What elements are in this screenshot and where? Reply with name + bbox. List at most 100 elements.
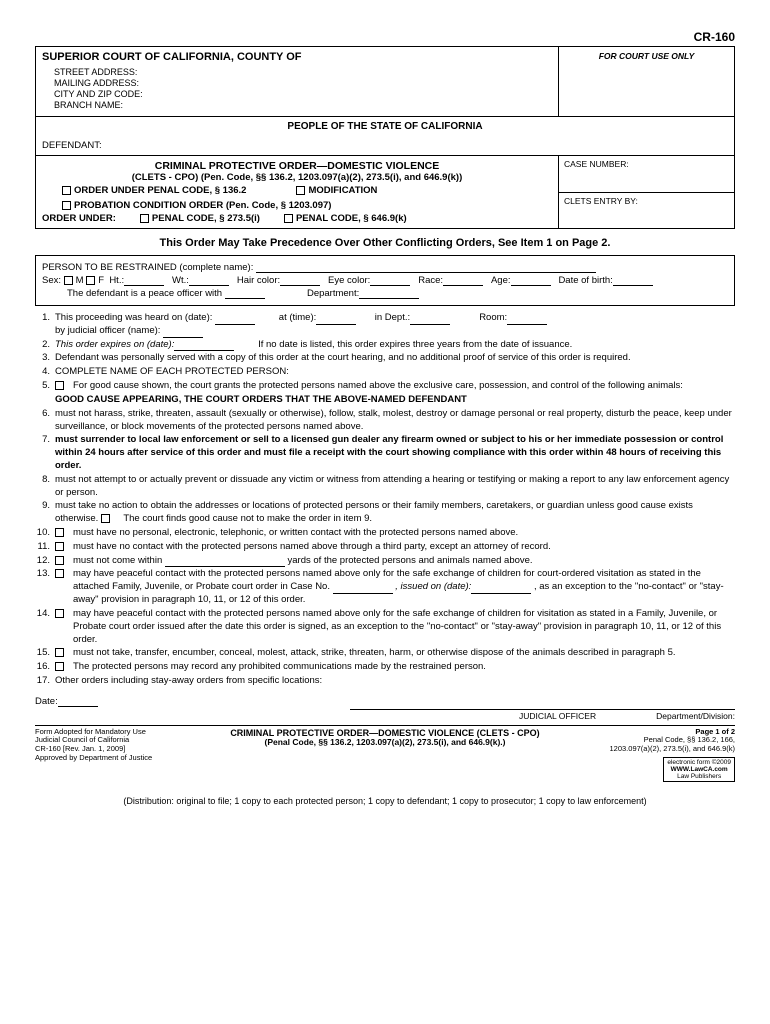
expire-field[interactable] (174, 341, 234, 351)
i16: The protected persons may record any pro… (73, 661, 735, 674)
distance-field[interactable] (165, 557, 285, 567)
dob-field[interactable] (613, 276, 653, 286)
dob-label: Date of birth: (558, 275, 612, 286)
eye-label: Eye color: (328, 275, 370, 286)
checkbox-11[interactable] (55, 542, 64, 551)
officer-field[interactable] (163, 328, 203, 338)
hair-label: Hair color: (237, 275, 280, 286)
checkbox-14[interactable] (55, 609, 64, 618)
date-field[interactable] (215, 315, 255, 325)
mailing-label: MAILING ADDRESS: (54, 78, 552, 88)
i2b: If no date is listed, this order expires… (258, 339, 572, 350)
i1b: at (time): (279, 312, 316, 323)
dept-label: Department: (307, 288, 359, 299)
defendant-label: DEFENDANT: (42, 140, 728, 151)
checkbox-13[interactable] (55, 569, 64, 578)
peace-field[interactable] (225, 289, 265, 299)
age-label: Age: (491, 275, 511, 286)
ht-label: Ht.: (109, 275, 124, 286)
ht-field[interactable] (124, 276, 164, 286)
i1a: This proceeding was heard on (date): (55, 312, 212, 323)
m-label: M (76, 275, 84, 286)
i8: must not attempt to or actually prevent … (55, 474, 735, 500)
age-field[interactable] (511, 276, 551, 286)
case-number-label: CASE NUMBER: (559, 156, 734, 193)
wt-field[interactable] (189, 276, 229, 286)
race-field[interactable] (443, 276, 483, 286)
opt-modification: MODIFICATION (308, 185, 377, 196)
opt-probation: PROBATION CONDITION ORDER (Pen. Code, § … (74, 200, 331, 211)
checkbox-2735i[interactable] (140, 214, 149, 223)
footer-center2: (Penal Code, §§ 136.2, 1203.097(a)(2), 2… (185, 738, 585, 748)
i1c: in Dept.: (375, 312, 410, 323)
sig-date-field[interactable] (58, 697, 98, 707)
room-field[interactable] (507, 315, 547, 325)
dept-division-label: Department/Division: (656, 711, 735, 721)
i11: must have no contact with the protected … (73, 541, 735, 554)
peace-label: The defendant is a peace officer with (67, 288, 222, 299)
checkbox-15[interactable] (55, 648, 64, 657)
checkbox-male[interactable] (64, 276, 73, 285)
i3: Defendant was personally served with a c… (55, 352, 735, 365)
opt-1362: ORDER UNDER PENAL CODE, § 136.2 (74, 185, 246, 196)
checkbox-probation[interactable] (62, 201, 71, 210)
hair-field[interactable] (280, 276, 320, 286)
sex-label: Sex: (42, 275, 61, 286)
i5: For good cause shown, the court grants t… (73, 380, 735, 393)
checkbox-5[interactable] (55, 381, 64, 390)
form-code: CR-160 (35, 30, 735, 44)
person-name-field[interactable] (256, 263, 596, 273)
distribution-note: (Distribution: original to file; 1 copy … (35, 796, 735, 806)
i6: must not harass, strike, threaten, assau… (55, 408, 735, 434)
checkbox-12[interactable] (55, 556, 64, 565)
footer-right3: 1203.097(a)(2), 273.5(i), and 646.9(k) (585, 745, 735, 754)
branch-label: BRANCH NAME: (54, 100, 552, 110)
caseno-field[interactable] (333, 584, 393, 594)
wt-label: Wt.: (172, 275, 189, 286)
footer-left4: Approved by Department of Justice (35, 754, 185, 763)
person-title: PERSON TO BE RESTRAINED (complete name): (42, 262, 253, 273)
i15: must not take, transfer, encumber, conce… (73, 647, 735, 660)
race-label: Race: (418, 275, 443, 286)
judicial-officer-label: JUDICIAL OFFICER (519, 711, 596, 721)
checkbox-modification[interactable] (296, 186, 305, 195)
i17: Other orders including stay-away orders … (55, 675, 735, 688)
street-label: STREET ADDRESS: (54, 67, 552, 77)
precedence-notice: This Order May Take Precedence Over Othe… (35, 237, 735, 249)
people-title: PEOPLE OF THE STATE OF CALIFORNIA (42, 121, 728, 132)
i10: must have no personal, electronic, telep… (73, 527, 735, 540)
issued-field[interactable] (471, 584, 531, 594)
f-label: F (98, 275, 104, 286)
i14: may have peaceful contact with the prote… (73, 608, 735, 646)
checkbox-9[interactable] (101, 514, 110, 523)
goodcause: GOOD CAUSE APPEARING, THE COURT ORDERS T… (55, 394, 735, 407)
clets-entry-label: CLETS ENTRY BY: (559, 193, 734, 229)
publisher-stamp: electronic form ©2009 WWW.LawCA.com Law … (663, 757, 735, 782)
time-field[interactable] (316, 315, 356, 325)
checkbox-10[interactable] (55, 528, 64, 537)
i1d: Room: (479, 312, 507, 323)
eye-field[interactable] (370, 276, 410, 286)
i13b: , issued on (date): (395, 581, 471, 592)
order-items: 1. This proceeding was heard on (date): … (35, 312, 735, 688)
dept-field-1[interactable] (410, 315, 450, 325)
cityzip-label: CITY AND ZIP CODE: (54, 89, 552, 99)
i7: must surrender to local law enforcement … (55, 434, 735, 472)
i9b: The court finds good cause not to make t… (123, 513, 372, 524)
i12b: yards of the protected persons and anima… (288, 555, 533, 566)
i2a: This order expires on (date): (55, 339, 174, 350)
checkbox-16[interactable] (55, 662, 64, 671)
checkbox-6469k[interactable] (284, 214, 293, 223)
dept-field[interactable] (359, 289, 419, 299)
order-title: CRIMINAL PROTECTIVE ORDER—DOMESTIC VIOLE… (42, 160, 552, 172)
i12a: must not come within (73, 555, 162, 566)
court-use-only: FOR COURT USE ONLY (559, 47, 734, 116)
checkbox-female[interactable] (86, 276, 95, 285)
checkbox-order-1362[interactable] (62, 186, 71, 195)
i1e: by judicial officer (name): (55, 325, 160, 336)
header-box: SUPERIOR COURT OF CALIFORNIA, COUNTY OF … (35, 46, 735, 229)
date-label: Date: (35, 696, 58, 707)
court-title: SUPERIOR COURT OF CALIFORNIA, COUNTY OF (42, 51, 552, 63)
opt-2735i: PENAL CODE, § 273.5(i) (152, 213, 260, 224)
order-subtitle: (CLETS - CPO) (Pen. Code, §§ 136.2, 1203… (42, 172, 552, 183)
